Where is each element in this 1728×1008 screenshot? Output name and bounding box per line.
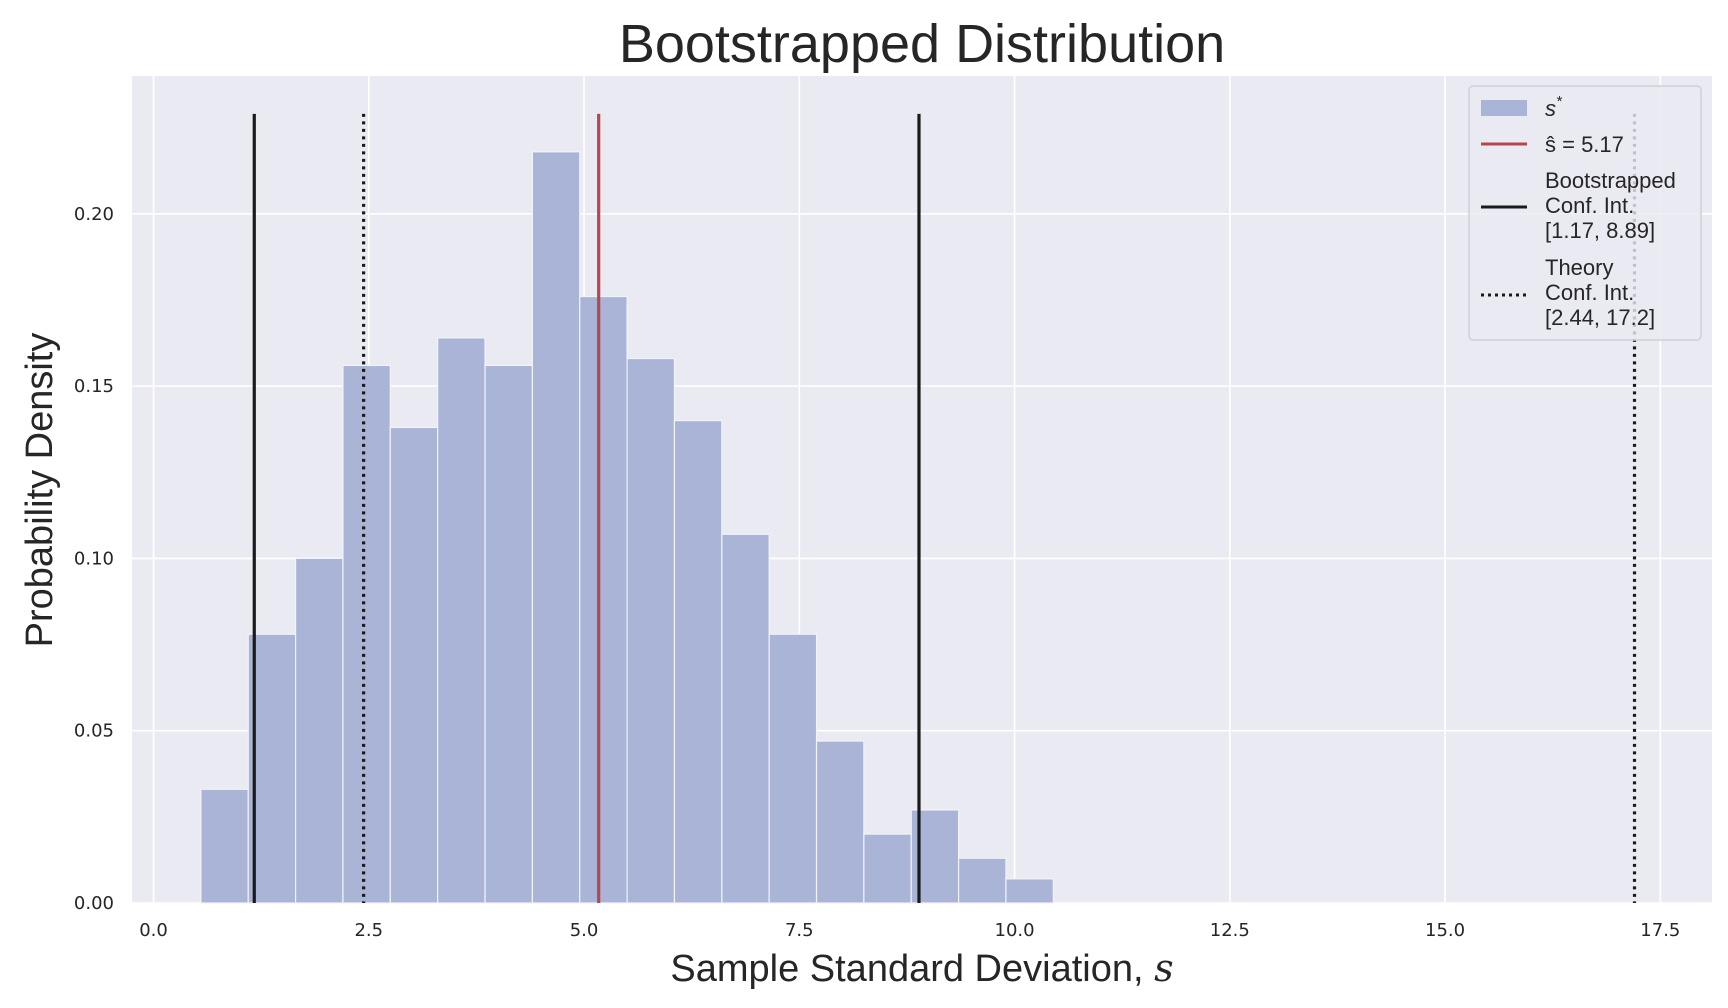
histogram-bar-10 xyxy=(673,419,723,904)
legend-box xyxy=(1468,85,1702,341)
histogram-bar-5 xyxy=(437,337,486,904)
histogram-bar-12 xyxy=(768,633,818,904)
x-tick-label-0: 0.0 xyxy=(139,920,168,941)
histogram-bar-13 xyxy=(815,740,865,904)
histogram-bar-17 xyxy=(1005,878,1054,904)
legend-theory-line-2: Conf. Int. xyxy=(1545,280,1634,305)
histogram-bar-6 xyxy=(484,364,533,904)
histogram-bar-0 xyxy=(200,788,249,904)
histogram-bar-16 xyxy=(957,857,1007,904)
legend-theory-line-3: [2.44, 17.2] xyxy=(1545,305,1655,330)
vertical-lines xyxy=(252,113,1637,903)
legend-bootstrap-line-1: Bootstrapped xyxy=(1545,168,1676,193)
y-tick-labels: 0.00 0.05 0.10 0.15 0.20 xyxy=(74,204,114,914)
x-tick-label-6: 15.0 xyxy=(1425,920,1465,941)
legend-theory-line-1: Theory xyxy=(1545,255,1613,280)
legend-bootstrap-line-2: Conf. Int. xyxy=(1545,193,1634,218)
y-axis-title: Probability Density xyxy=(19,333,61,648)
x-axis-title-text: Sample Standard Deviation, xyxy=(670,948,1154,990)
histogram-bar-8 xyxy=(579,295,628,904)
legend-label-s-hat: ŝ = 5.17 xyxy=(1545,132,1624,157)
y-tick-label-3: 0.15 xyxy=(74,376,114,397)
x-tick-label-4: 10.0 xyxy=(995,920,1035,941)
histogram-bar-14 xyxy=(863,833,912,904)
legend: s* ŝ = 5.17 Bootstrapped Conf. Int. [1.1… xyxy=(1468,85,1702,341)
histogram-bar-11 xyxy=(721,533,770,904)
x-tick-label-3: 7.5 xyxy=(785,920,814,941)
histogram-bar-3 xyxy=(342,364,391,904)
histogram-bars xyxy=(200,151,1054,904)
histogram-bar-1 xyxy=(247,633,297,904)
x-tick-label-2: 5.0 xyxy=(570,920,599,941)
x-tick-label-5: 12.5 xyxy=(1210,920,1250,941)
histogram-bar-4 xyxy=(389,426,439,904)
legend-label-bootstrap-ci: Bootstrapped Conf. Int. [1.17, 8.89] xyxy=(1545,168,1682,243)
legend-swatch-s-star xyxy=(1481,100,1527,116)
x-axis-title: Sample Standard Deviation, s xyxy=(670,946,1173,990)
y-tick-label-1: 0.05 xyxy=(74,721,114,742)
histogram-bar-7 xyxy=(531,151,581,904)
x-tick-label-7: 17.5 xyxy=(1640,920,1680,941)
x-axis-title-variable: s xyxy=(1154,946,1174,990)
chart-title: Bootstrapped Distribution xyxy=(619,14,1225,74)
y-tick-label-4: 0.20 xyxy=(74,204,114,225)
legend-bootstrap-line-3: [1.17, 8.89] xyxy=(1545,218,1655,243)
x-tick-label-1: 2.5 xyxy=(354,920,383,941)
legend-label-theory-ci: Theory Conf. Int. [2.44, 17.2] xyxy=(1545,255,1655,330)
histogram-bar-2 xyxy=(294,557,344,904)
y-tick-label-0: 0.00 xyxy=(74,893,114,914)
x-tick-labels: 0.0 2.5 5.0 7.5 10.0 12.5 15.0 17.5 xyxy=(139,920,1680,941)
y-tick-label-2: 0.10 xyxy=(74,548,114,569)
histogram-bar-9 xyxy=(626,357,676,904)
